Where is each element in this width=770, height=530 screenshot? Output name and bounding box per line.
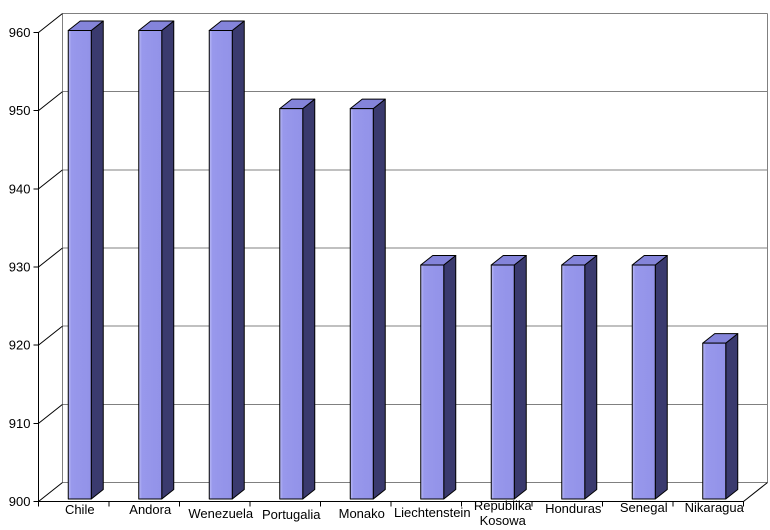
x-axis-group (38, 482, 768, 507)
bar-side-face (725, 333, 739, 500)
bar-chile (67, 20, 104, 500)
bar-side-face (161, 20, 175, 500)
bar-side-face (302, 98, 316, 500)
bar-republika-kosowa (490, 255, 527, 500)
bar-front-face (349, 108, 374, 500)
floor-right-edge (743, 482, 768, 502)
x-axis-label-portugalia: Portugalia (262, 507, 321, 522)
bar-front-face (561, 264, 586, 500)
x-axis-label-chile: Chile (65, 502, 95, 517)
bar-front-face (279, 108, 304, 500)
y-tick-depth-connector-910 (38, 403, 63, 424)
y-tick-depth-connector-900 (38, 482, 63, 502)
bar-honduras (561, 255, 598, 500)
y-axis-label-940: 940 (9, 181, 31, 196)
x-axis-label-honduras: Honduras (545, 501, 602, 516)
bar-front-face (67, 30, 92, 500)
y-axis-label-960: 960 (9, 25, 31, 40)
bar-liechtenstein (420, 255, 457, 500)
x-axis-label-republika-kosowa-line2: Kosowa (480, 513, 527, 528)
bars-group (67, 20, 739, 500)
y-axis-label-920: 920 (9, 338, 31, 353)
y-axis-label-930: 930 (9, 260, 31, 275)
y-tick-depth-connector-920 (38, 325, 63, 346)
y-axis-label-950: 950 (9, 103, 31, 118)
bar-side-face (231, 20, 245, 500)
bar-front-face (420, 264, 445, 500)
y-tick-depth-connector-930 (38, 247, 63, 268)
bar-side-face (443, 255, 457, 500)
bar-side-face (513, 255, 527, 500)
x-axis-label-senegal: Senegal (620, 500, 668, 515)
bar-front-face (490, 264, 515, 500)
bar-front-face (208, 30, 233, 500)
y-axis-group (33, 13, 63, 502)
x-axis-label-republika-kosowa-line1: Republika (474, 498, 533, 513)
y-axis-label-900: 900 (9, 494, 31, 509)
bar-monako (349, 98, 386, 500)
x-axis-label-wenezuela: Wenezuela (188, 506, 254, 521)
x-axis-label-liechtenstein: Liechtenstein (394, 505, 471, 520)
bar-andora (138, 20, 175, 500)
bar-front-face (702, 342, 727, 500)
y-tick-depth-connector-940 (38, 169, 63, 190)
bar-side-face (372, 98, 386, 500)
x-axis-label-monako: Monako (339, 506, 385, 521)
x-axis-labels: Chile Andora Wenezuela Portugalia Monako Liec… (65, 498, 745, 528)
bar-wenezuela (208, 20, 245, 500)
chart-wall (62, 13, 768, 483)
bar-front-face (631, 264, 656, 500)
y-tick-depth-connector-960 (38, 13, 63, 33)
y-tick-depth-connector-950 (38, 91, 63, 112)
y-axis-label-910: 910 (9, 416, 31, 431)
bar-portugalia (279, 98, 316, 500)
x-axis-label-nikaragua: Nikaragua (685, 500, 745, 515)
bar-side-face (584, 255, 598, 500)
y-axis-labels: 900 910 920 930 940 950 960 (9, 25, 31, 509)
bar-side-face (654, 255, 668, 500)
bar-nikaragua (702, 333, 739, 500)
bar-senegal (631, 255, 668, 500)
bar-side-face (90, 20, 104, 500)
x-axis-label-andora: Andora (129, 502, 172, 517)
bar-front-face (138, 30, 163, 500)
